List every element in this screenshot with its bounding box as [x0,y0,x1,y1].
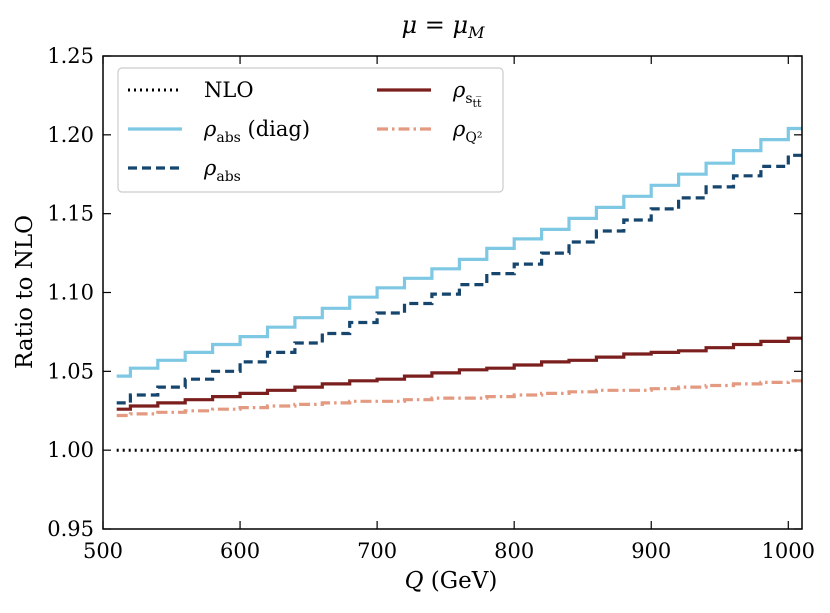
x-axis: 500 600 700 800 900 1000 [83,56,815,563]
x-tick-label: 600 [220,539,260,563]
y-tick-label: 1.10 [47,281,94,305]
legend-label: ρstt̅ [452,78,482,110]
y-axis: 0.95 1.00 1.05 1.10 1.15 1.20 1.25 [47,44,802,541]
series-line-3 [116,336,802,411]
y-axis-label: Ratio to NLO [12,215,38,369]
y-tick-label: 1.00 [47,438,94,462]
y-tick-label: 1.15 [47,202,94,226]
series-line-1 [116,126,802,378]
series-line-2 [116,153,802,405]
legend: NLO ρabs (diag) ρabs ρstt̅ ρQ² [117,67,504,193]
y-tick-label: 1.05 [47,359,94,383]
x-tick-label: 800 [494,539,534,563]
x-tick-label: 700 [357,539,397,563]
y-tick-label: 1.25 [47,44,94,68]
x-tick-label: 900 [631,539,671,563]
x-axis-label: Q (GeV) [405,568,498,594]
legend-label: ρabs (diag) [203,117,310,146]
legend-box [117,67,504,193]
legend-label: NLO [204,78,254,102]
series-line-4 [116,379,802,418]
legend-label: ρabs [203,156,241,185]
chart-title: μ = μM [402,11,486,42]
x-tick-label: 1000 [762,539,815,563]
legend-label: ρQ² [452,117,482,146]
y-tick-label: 1.20 [47,123,94,147]
y-tick-label: 0.95 [47,517,94,541]
x-tick-label: 500 [83,539,123,563]
